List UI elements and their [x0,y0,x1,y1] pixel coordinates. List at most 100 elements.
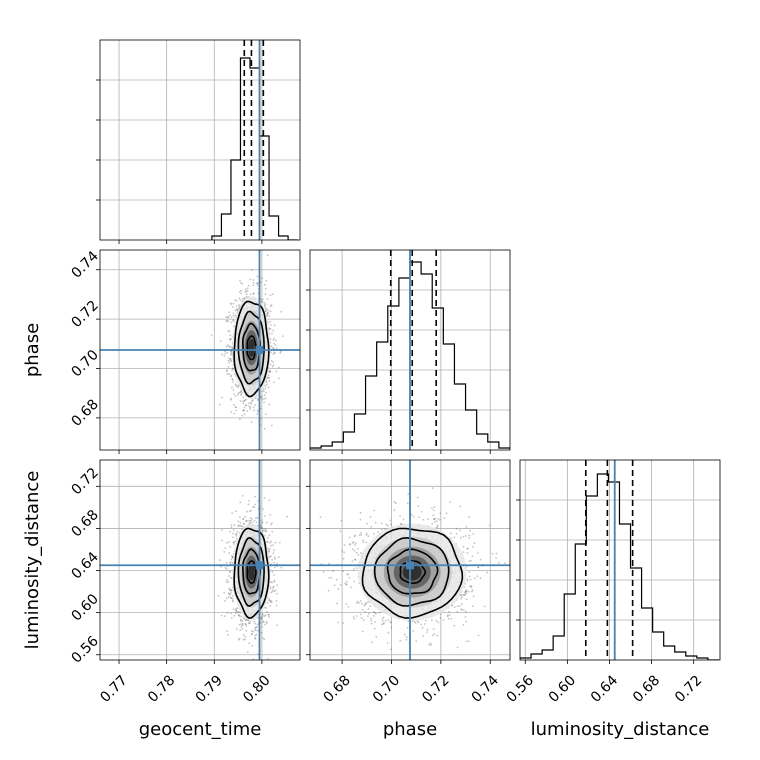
sample-point [386,524,389,527]
sample-point [256,282,258,285]
sample-point [436,634,439,637]
sample-point [370,617,372,620]
sample-point [269,599,271,602]
sample-point [235,609,237,611]
sample-point [274,344,277,346]
sample-point [268,315,271,318]
sample-point [235,609,238,612]
sample-point [383,622,385,624]
sample-point [246,451,248,453]
sample-point [271,570,274,573]
sample-point [272,329,275,332]
sample-point [228,552,231,554]
sample-point [347,605,350,608]
sample-point [272,552,275,555]
sample-point [227,316,230,319]
sample-point [245,296,248,299]
sample-point [352,568,355,570]
sample-point [260,626,263,628]
sample-point [429,642,432,645]
sample-point [268,403,271,406]
sample-point [375,635,378,638]
sample-point [351,560,354,562]
sample-point [263,497,266,499]
sample-point [256,413,259,415]
sample-point [271,581,273,584]
sample-point [268,534,271,537]
sample-point [432,509,435,512]
sample-point [399,514,401,517]
sample-point [235,305,238,307]
sample-point [243,413,246,416]
sample-point [443,517,446,519]
sample-point [245,623,247,626]
sample-point [229,346,231,349]
sample-point [359,518,362,521]
sample-point [266,254,269,257]
sample-point [269,600,272,603]
sample-point [264,614,267,617]
sample-point [237,611,239,614]
scatter-panel-phase-luminosity_distance [306,459,511,664]
sample-point [238,637,241,640]
sample-point [266,313,269,316]
sample-point [242,638,245,641]
sample-point [362,541,364,544]
sample-point [247,284,250,287]
sample-point [243,297,245,300]
sample-point [227,581,230,583]
sample-point [267,321,270,324]
sample-point [256,516,259,519]
sample-point [242,396,245,399]
sample-point [402,518,405,521]
sample-point [228,361,231,364]
sample-point [232,529,235,531]
sample-point [224,352,227,355]
sample-point [240,292,243,295]
sample-point [240,393,243,395]
sample-point [406,626,409,629]
sample-point [272,589,274,591]
sample-point [280,350,282,353]
sample-point [269,605,271,607]
sample-point [248,405,251,407]
sample-point [437,517,439,520]
sample-point [495,557,497,559]
sample-point [274,541,277,544]
sample-point [230,612,233,615]
sample-point [465,526,468,528]
sample-point [254,626,257,629]
sample-point [354,558,356,561]
sample-point [267,536,269,539]
sample-point [458,605,461,607]
sample-point [262,298,264,301]
sample-point [366,522,368,525]
sample-point [267,311,270,314]
sample-point [362,619,365,622]
histogram-bars [211,40,298,240]
truth-marker [255,346,264,354]
sample-point [233,412,236,415]
sample-point [246,289,249,292]
sample-point [242,634,245,636]
sample-point [399,639,402,642]
sample-point [253,620,256,623]
sample-point [232,536,234,539]
sample-point [460,608,463,611]
sample-point [265,529,268,532]
sample-point [390,523,392,526]
sample-point [228,372,230,375]
scatter-panel-geocent_time-luminosity_distance [96,459,301,664]
sample-point [232,543,235,545]
sample-point [267,386,270,389]
sample-point [241,624,244,627]
sample-point [386,642,389,644]
hist-panel-luminosity_distance [516,459,721,664]
sample-point [254,495,256,498]
sample-point [234,406,237,408]
sample-point [230,350,233,353]
sample-point [231,386,233,389]
sample-point [261,277,263,279]
sample-point [269,328,272,330]
sample-point [262,508,264,510]
